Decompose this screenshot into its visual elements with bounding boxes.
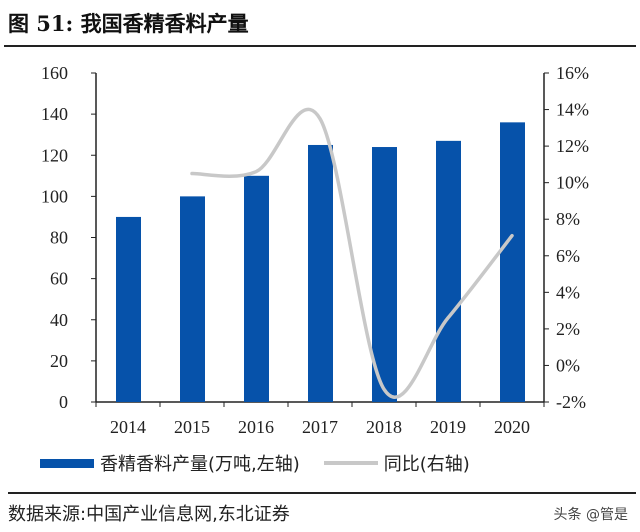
source-divider <box>8 492 636 494</box>
bar-2014 <box>116 216 141 402</box>
right-tick-label: 10% <box>556 173 589 193</box>
x-tick-label: 2020 <box>494 417 530 437</box>
legend-label-line: 同比(右轴) <box>383 454 470 475</box>
left-tick-label: 20 <box>50 351 68 371</box>
left-tick-label: 40 <box>50 310 68 330</box>
right-tick-label: 8% <box>556 209 580 229</box>
right-tick-label: 12% <box>556 136 589 156</box>
bar-2017 <box>308 144 333 402</box>
right-tick-label: 4% <box>556 282 580 302</box>
watermark: 头条 @管是 <box>553 507 628 523</box>
x-tick-label: 2017 <box>302 417 338 437</box>
title-divider <box>4 45 636 47</box>
right-tick-label: 14% <box>556 100 589 120</box>
left-tick-label: 60 <box>50 269 68 289</box>
left-tick-label: 0 <box>59 392 68 412</box>
bar-2018 <box>372 147 397 402</box>
legend: 香精香料产量(万吨,左轴) 同比(右轴) <box>40 450 470 476</box>
x-tick-label: 2018 <box>366 417 402 437</box>
bar-2015 <box>180 196 205 402</box>
left-tick-label: 160 <box>41 63 68 83</box>
bar-2019 <box>436 140 461 402</box>
right-tick-label: 6% <box>556 246 580 266</box>
right-tick-label: -2% <box>556 392 586 412</box>
x-tick-label: 2014 <box>110 417 146 437</box>
left-tick-label: 140 <box>41 104 68 124</box>
chart-title: 图 51: 我国香精香料产量 <box>8 11 249 36</box>
bar-2020 <box>500 122 525 402</box>
legend-label-bar: 香精香料产量(万吨,左轴) <box>100 454 300 475</box>
bar-2016 <box>244 175 269 402</box>
yoy-line <box>190 107 514 399</box>
right-tick-label: 2% <box>556 319 580 339</box>
left-tick-label: 80 <box>50 228 68 248</box>
source-note: 数据来源:中国产业信息网,东北证券 <box>8 504 290 525</box>
x-tick-label: 2019 <box>430 417 466 437</box>
right-tick-label: 0% <box>556 355 580 375</box>
x-tick-label: 2016 <box>238 417 274 437</box>
x-tick-label: 2015 <box>174 417 210 437</box>
left-tick-label: 120 <box>41 145 68 165</box>
left-tick-label: 100 <box>41 186 68 206</box>
right-tick-label: 16% <box>556 63 589 83</box>
legend-swatch-line <box>323 461 378 465</box>
legend-swatch-bar <box>40 458 94 468</box>
